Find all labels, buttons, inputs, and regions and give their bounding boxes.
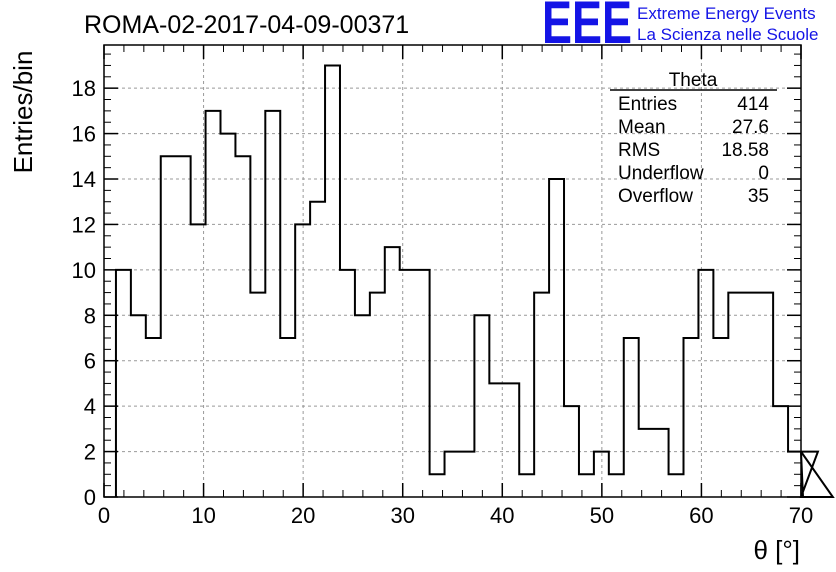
- y-axis-label: Entries/bin: [8, 51, 38, 174]
- stats-label: Entries: [618, 94, 677, 115]
- histogram-outline: [114, 64, 835, 498]
- stats-title: Theta: [669, 70, 718, 91]
- x-tick-label: 30: [390, 503, 414, 528]
- tick-labels: 0 10 20 30 40 50 60 70 0 2 4 6 8 10 12 14 16 18: [72, 76, 814, 528]
- y-tick-label: 10: [72, 258, 96, 283]
- x-tick-label: 10: [191, 503, 215, 528]
- grid-lines: [104, 45, 801, 497]
- y-tick-label: 2: [84, 440, 96, 465]
- stats-label: Mean: [618, 117, 666, 138]
- y-tick-label: 16: [72, 122, 96, 147]
- stats-label: RMS: [618, 140, 660, 161]
- y-tick-label: 0: [84, 485, 96, 510]
- y-tick-label: 8: [84, 303, 96, 328]
- x-tick-label: 40: [490, 503, 514, 528]
- stats-value: 18.58: [721, 140, 769, 161]
- x-tick-label: 50: [590, 503, 614, 528]
- stats-value: 414: [737, 94, 769, 115]
- eee-logo: EEE Extreme Energy Events La Scienza nel…: [542, 0, 818, 56]
- logo-mark: EEE: [542, 0, 632, 56]
- y-tick-label: 18: [72, 76, 96, 101]
- chart-title: ROMA-02-2017-04-09-00371: [84, 11, 409, 39]
- stats-value: 27.6: [732, 117, 769, 138]
- x-axis-label: θ [°]: [753, 535, 800, 565]
- y-tick-label: 6: [84, 349, 96, 374]
- stats-value: 0: [758, 163, 769, 184]
- x-tick-label: 60: [689, 503, 713, 528]
- plot-frame: [103, 44, 802, 498]
- stats-value: 35: [748, 186, 769, 207]
- axis-ticks: [103, 45, 802, 498]
- x-tick-label: 20: [291, 503, 315, 528]
- logo-line-1: Extreme Energy Events: [637, 4, 816, 23]
- x-tick-label: 70: [789, 503, 813, 528]
- y-tick-label: 12: [72, 212, 96, 237]
- y-tick-label: 14: [72, 167, 96, 192]
- stats-label: Overflow: [618, 186, 693, 207]
- x-tick-label: 0: [98, 503, 110, 528]
- y-tick-label: 4: [84, 394, 96, 419]
- stats-label: Underflow: [618, 163, 704, 184]
- logo-line-2: La Scienza nelle Scuole: [637, 25, 818, 44]
- stats-box: Theta Entries 414 Mean 27.6 RMS 18.58 Underflo…: [610, 70, 777, 207]
